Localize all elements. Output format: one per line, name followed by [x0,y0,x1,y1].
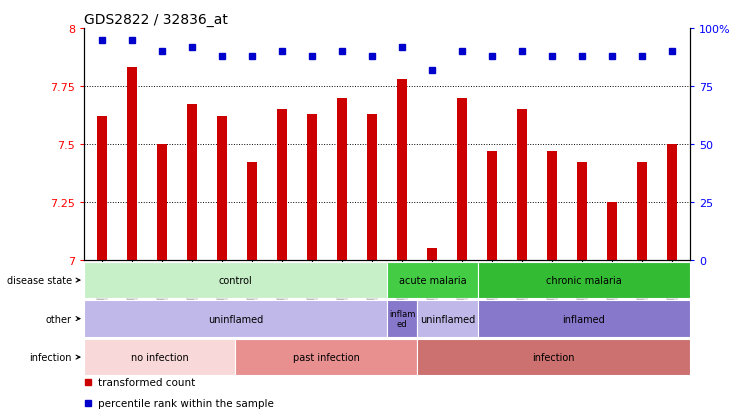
Bar [607,202,617,260]
Text: uninflamed: uninflamed [208,314,263,324]
Bar [487,152,497,260]
Text: disease state: disease state [7,275,80,285]
Bar [517,110,527,260]
Bar [457,98,467,260]
Bar [337,98,347,260]
Text: no infection: no infection [131,352,188,362]
Text: inflam
ed: inflam ed [389,309,415,328]
Text: percentile rank within the sample: percentile rank within the sample [99,398,274,408]
Text: control: control [218,275,253,285]
Bar [477,301,690,337]
Text: transformed count: transformed count [99,377,196,387]
Bar [187,105,197,260]
Bar [247,163,257,260]
Bar [96,117,107,260]
Text: other: other [46,314,80,324]
Bar [84,339,235,375]
Text: past infection: past infection [293,352,360,362]
Bar [547,152,557,260]
Bar [396,80,407,260]
Bar [417,339,690,375]
Text: acute malaria: acute malaria [399,275,466,285]
Bar [366,114,377,260]
Bar [637,163,647,260]
Bar [277,110,287,260]
Bar [577,163,587,260]
Text: uninflamed: uninflamed [420,314,475,324]
Text: inflamed: inflamed [562,314,605,324]
Text: chronic malaria: chronic malaria [546,275,622,285]
Bar [127,68,137,260]
Bar [307,114,317,260]
Bar [217,117,227,260]
Bar [666,145,677,260]
Bar [387,262,477,299]
Bar [417,301,477,337]
Text: infection: infection [532,352,575,362]
Bar [84,262,387,299]
Bar [387,301,417,337]
Text: infection: infection [29,352,80,362]
Bar [157,145,167,260]
Bar [477,262,690,299]
Bar [235,339,417,375]
Bar [84,301,387,337]
Text: GDS2822 / 32836_at: GDS2822 / 32836_at [84,12,228,26]
Bar [426,249,437,260]
